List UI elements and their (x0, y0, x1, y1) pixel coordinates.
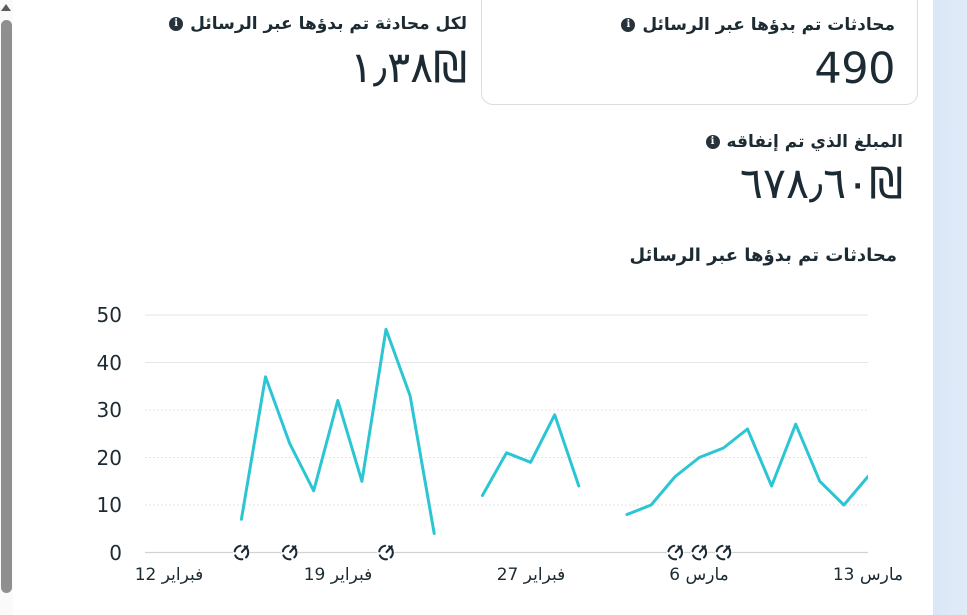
info-icon[interactable]: i (705, 135, 720, 149)
x-axis-label: 13 مارس (832, 565, 904, 585)
edit-marker-icon[interactable] (377, 544, 395, 561)
metric-value: ١٫٣٨₪ (350, 43, 467, 93)
metric-value: ٦٧٨٫٦٠₪ (739, 159, 904, 209)
scroll-up-arrow-icon[interactable] (1, 4, 11, 11)
edit-marker-icon[interactable] (690, 544, 708, 561)
info-icon[interactable]: i (621, 18, 636, 32)
edit-marker-icon[interactable] (666, 544, 684, 561)
edit-marker-icon[interactable] (281, 544, 299, 561)
x-axis-label: 19 فبراير (303, 565, 373, 585)
x-axis-label: 12 فبراير (134, 565, 204, 585)
data-line-segment-3 (625, 422, 868, 516)
y-axis-label: 0 (109, 541, 122, 565)
chart-title: محادثات تم بدؤها عبر الرسائل (629, 245, 898, 266)
metric-card-cost-per-conversation: لكل محادثة تم بدؤها عبر الرسائل i ١٫٣٨₪ (13, 12, 467, 92)
y-axis-label: 10 (96, 493, 122, 517)
scrollbar-thumb[interactable] (1, 20, 12, 593)
conversations-line-chart (145, 314, 868, 561)
y-axis-label: 40 (96, 351, 122, 375)
info-icon[interactable]: i (169, 17, 184, 31)
x-axis-label: 27 فبراير (496, 565, 566, 585)
metric-label: محادثات تم بدؤها عبر الرسائل (642, 15, 895, 35)
edit-marker-icon[interactable] (714, 544, 732, 561)
metric-card-amount-spent: المبلغ الذي تم إنفاقه i ٦٧٨٫٦٠₪ (503, 130, 904, 209)
y-axis-label: 50 (96, 303, 122, 327)
y-axis-label: 30 (96, 398, 122, 422)
metric-card-conversations-started: محادثات تم بدؤها عبر الرسائل i 490 (481, 0, 918, 105)
page-background-strip (933, 0, 967, 615)
metric-label: لكل محادثة تم بدؤها عبر الرسائل (190, 14, 467, 34)
y-axis-label: 20 (96, 446, 122, 470)
metric-value: 490 (814, 44, 895, 94)
vertical-scrollbar[interactable] (0, 0, 13, 615)
x-axis-label: 6 مارس (669, 565, 729, 585)
edit-marker-icon[interactable] (232, 544, 250, 561)
data-line-segment-2 (480, 413, 581, 497)
metric-label: المبلغ الذي تم إنفاقه (726, 132, 903, 152)
data-line-segment-1 (239, 327, 436, 535)
